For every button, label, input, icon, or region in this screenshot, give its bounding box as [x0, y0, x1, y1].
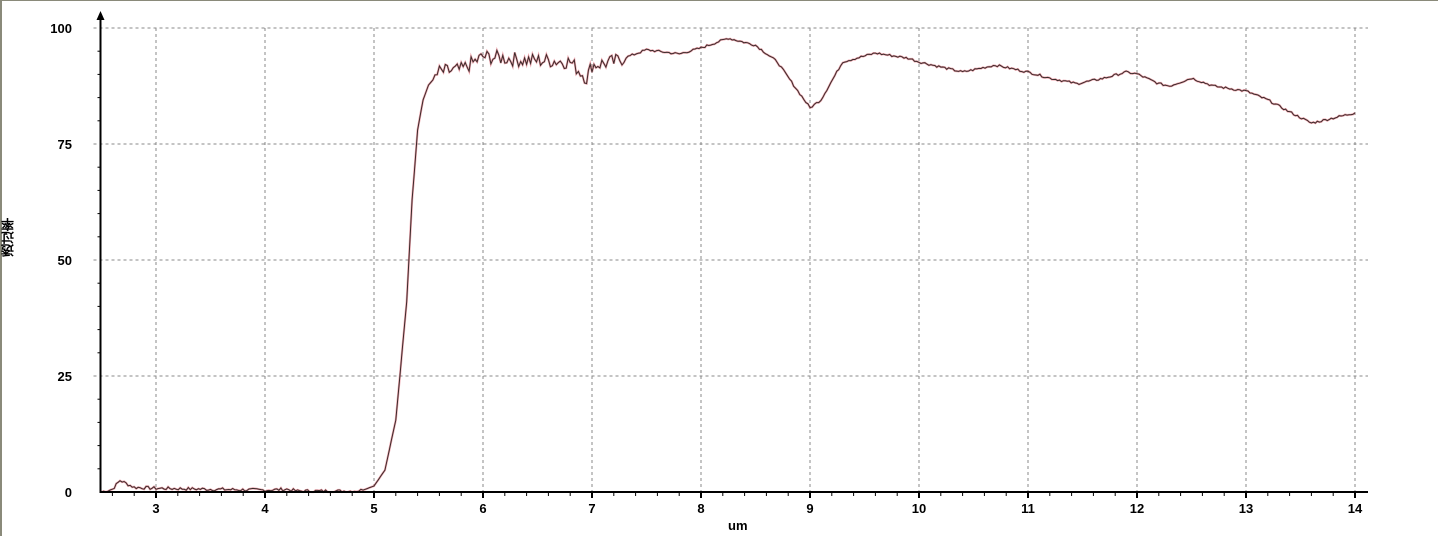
grid	[93, 27, 1368, 492]
y-tick-label: 100	[50, 21, 72, 36]
x-tick-label: 4	[261, 501, 269, 516]
x-tick-label: 12	[1130, 501, 1144, 516]
x-axis-label: um	[728, 518, 748, 533]
x-tick-label: 6	[479, 501, 486, 516]
y-axis-arrow-icon	[96, 11, 105, 20]
x-tick-label: 13	[1239, 501, 1253, 516]
axes	[96, 11, 1368, 498]
tick-labels: 3 4 5 6 7 8 9 10 11 12 13 14 0 25 50 75 100	[50, 21, 1363, 516]
x-tick-label: 14	[1348, 501, 1363, 516]
y-tick-label: 50	[58, 253, 72, 268]
x-tick-label: 5	[370, 501, 377, 516]
series-shadow-line	[101, 37, 1356, 494]
series-line	[101, 38, 1356, 493]
y-tick-label: 0	[65, 485, 72, 500]
y-axis-label: 透过率	[1, 218, 16, 257]
y-tick-label: 75	[58, 137, 72, 152]
x-tick-label: 7	[588, 501, 595, 516]
y-tick-label: 25	[58, 369, 72, 384]
x-tick-label: 10	[912, 501, 926, 516]
x-tick-label: 3	[152, 501, 159, 516]
x-tick-label: 8	[697, 501, 704, 516]
x-tick-label: 9	[806, 501, 813, 516]
series	[101, 37, 1356, 494]
x-tick-label: 11	[1021, 501, 1035, 516]
